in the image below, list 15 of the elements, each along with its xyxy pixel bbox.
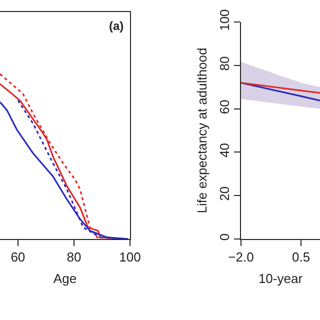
x-tick-label: 60 bbox=[10, 250, 26, 265]
x-tick-label: −2.0 bbox=[228, 250, 254, 265]
y-tick-label: 80 bbox=[216, 56, 232, 71]
x-tick-label: 0.5 bbox=[292, 250, 310, 265]
y-tick-label: 0 bbox=[216, 233, 232, 241]
y-tick-label: 60 bbox=[216, 100, 232, 114]
y-axis-title: Life expectancy at adulthood bbox=[194, 48, 210, 214]
x-tick-label: 100 bbox=[119, 250, 141, 265]
x-axis-title: Age bbox=[53, 271, 77, 286]
y-tick-label: 100 bbox=[216, 9, 232, 31]
y-tick-label: 20 bbox=[216, 186, 232, 201]
x-tick-label: 80 bbox=[66, 250, 82, 265]
y-tick-label: 40 bbox=[216, 143, 232, 158]
x-axis-title: 10-year bbox=[258, 271, 304, 286]
text: (a) bbox=[109, 19, 124, 33]
